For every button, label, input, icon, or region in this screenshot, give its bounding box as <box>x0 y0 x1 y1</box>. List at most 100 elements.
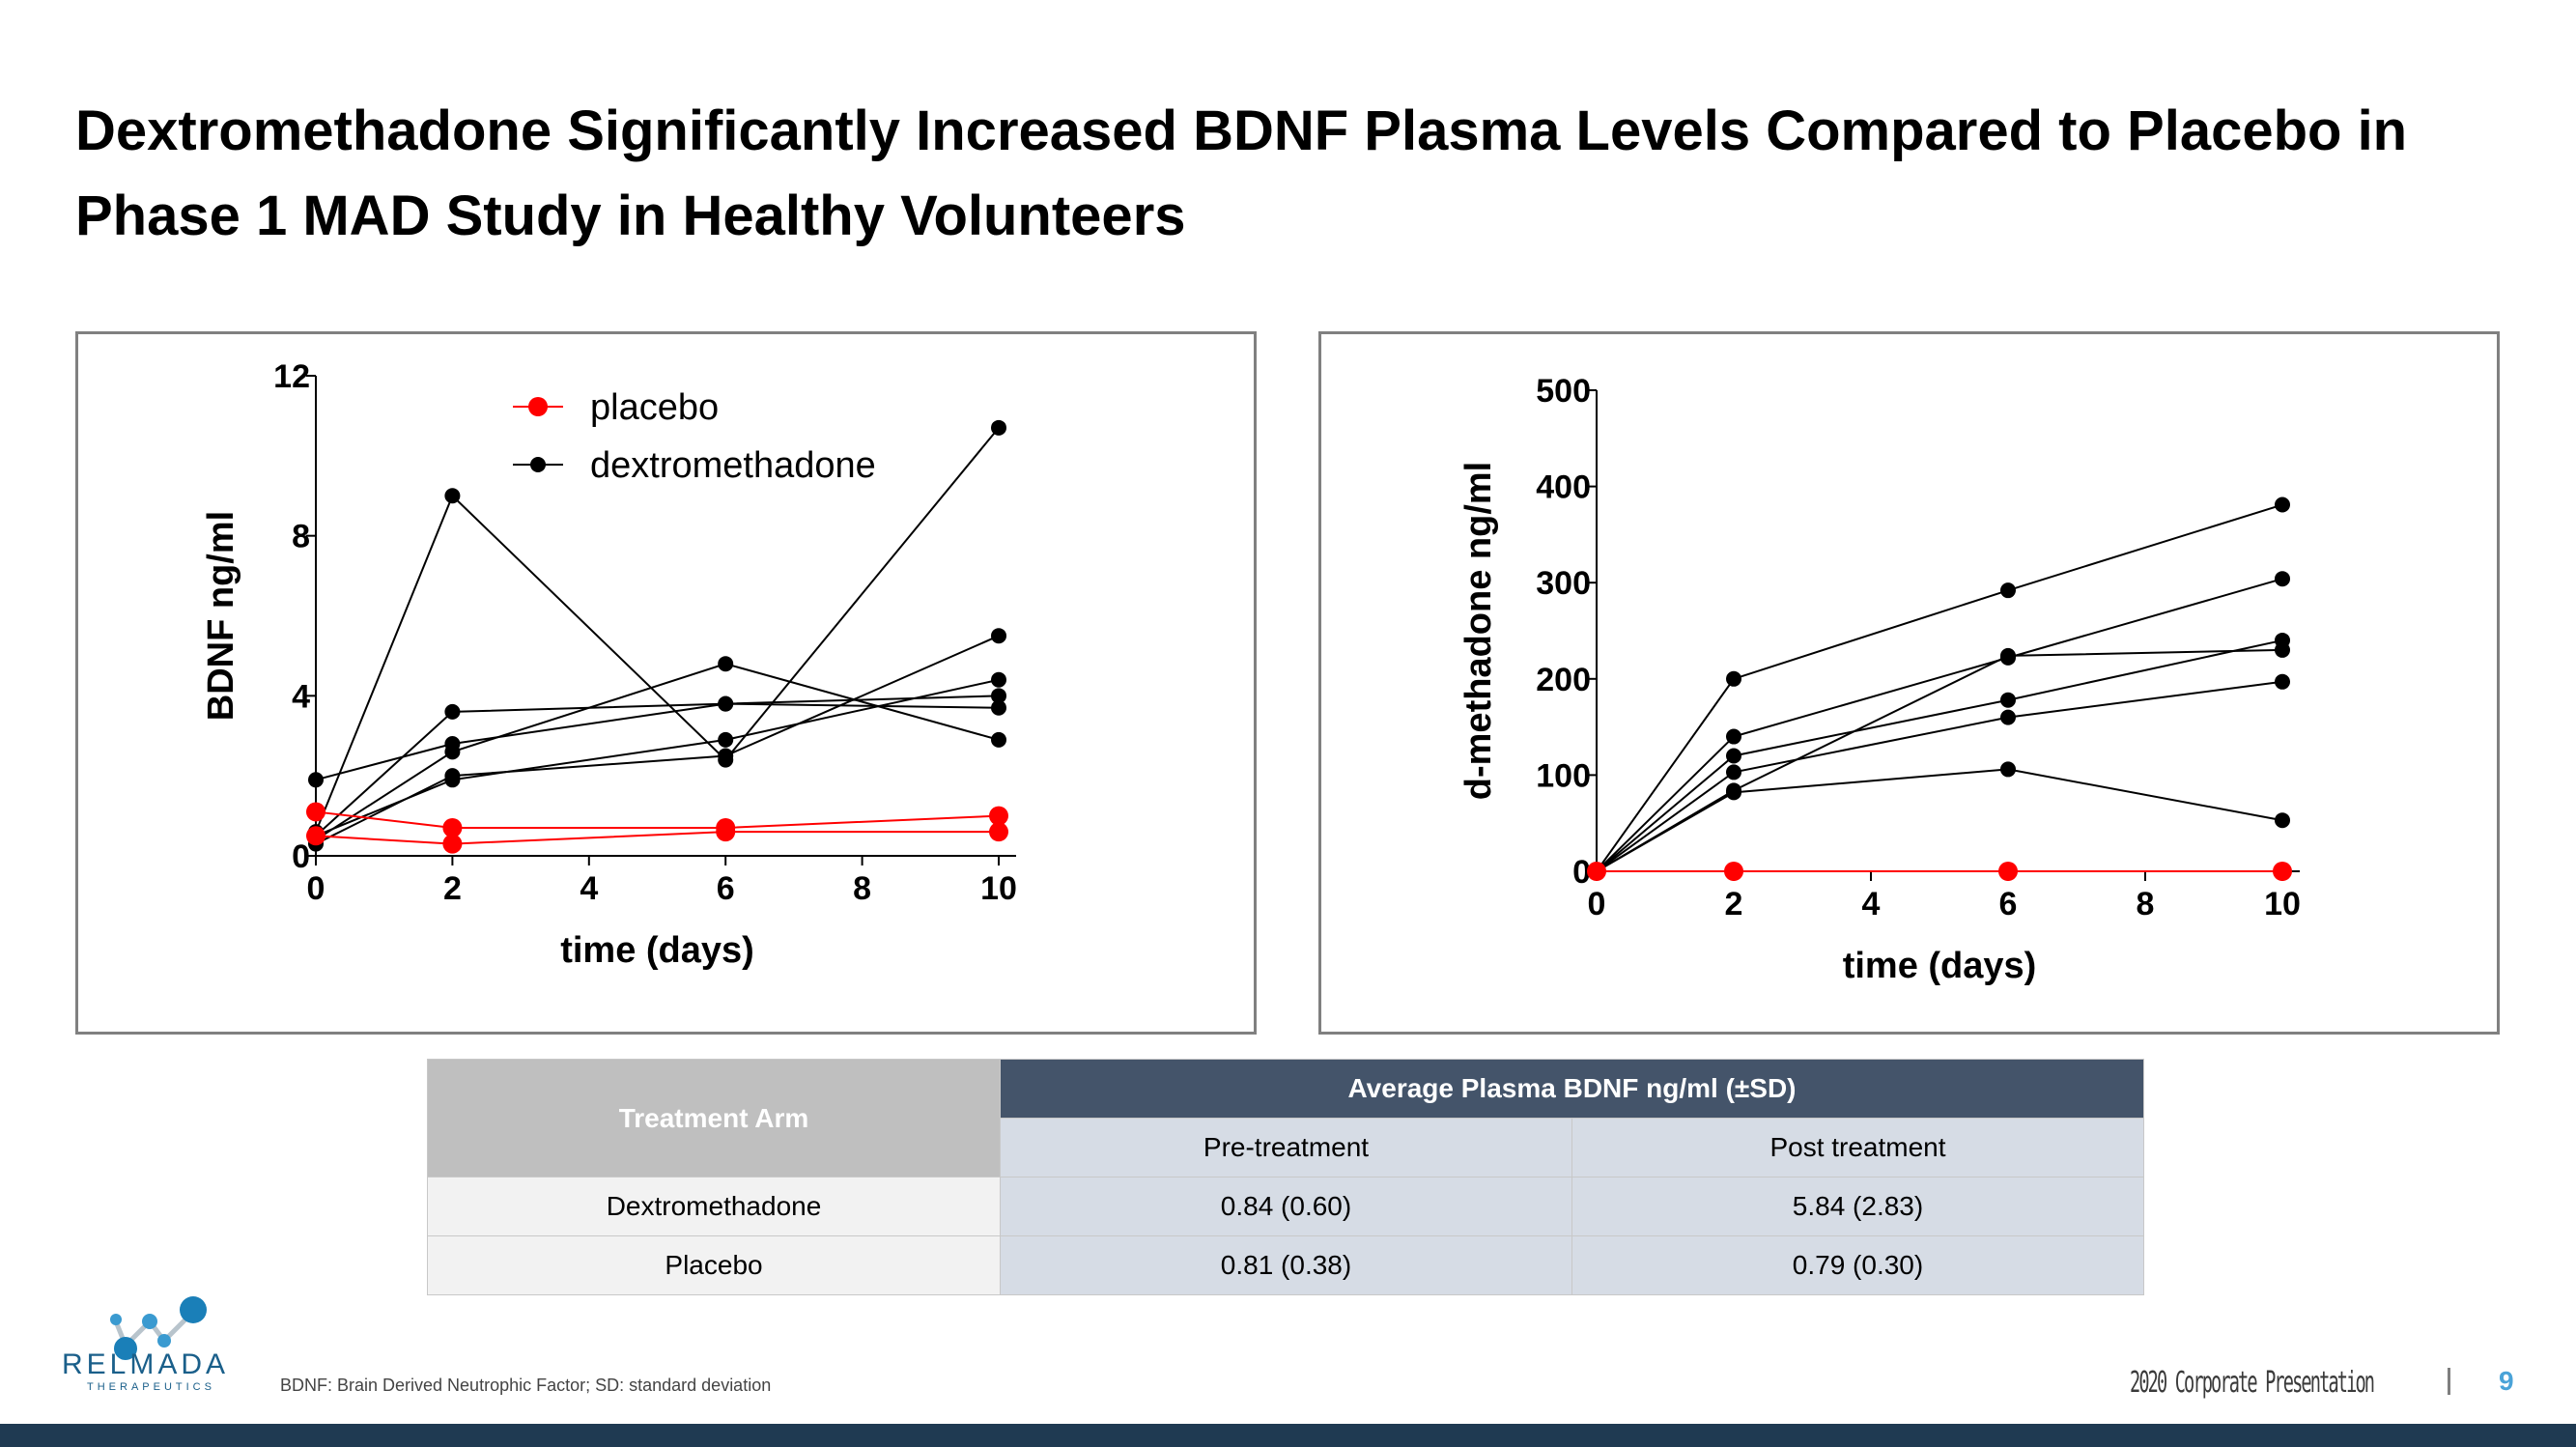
x-tick-label: 2 <box>443 870 462 907</box>
dextromethadone-data-point <box>2275 673 2290 690</box>
dextromethadone-data-point <box>2000 709 2016 725</box>
dextromethadone-data-point <box>1726 728 1741 745</box>
dextromethadone-series-line <box>315 663 1000 841</box>
row-pre-cell: 0.84 (0.60) <box>1000 1177 1572 1236</box>
dextromethadone-data-point <box>718 748 734 764</box>
legend-label-dextromethadone: dextromethadone <box>590 445 876 486</box>
dextromethadone-data-point <box>2000 582 2016 599</box>
footnote: BDNF: Brain Derived Neutrophic Factor; S… <box>280 1376 772 1395</box>
dextromethadone-data-point <box>1726 784 1741 801</box>
placebo-data-point <box>1998 862 2018 881</box>
dextromethadone-series-line <box>1596 578 2283 872</box>
dextromethadone-data-point <box>2275 812 2290 829</box>
dextromethadone-data-point <box>991 628 1006 644</box>
placebo-data-point <box>306 802 326 822</box>
x-tick-label: 4 <box>1862 886 1881 922</box>
dextromethadone-series-line <box>315 702 1000 837</box>
row-pre-cell: 0.81 (0.38) <box>1000 1235 1572 1295</box>
post-treatment-header: Post treatment <box>1571 1118 2144 1177</box>
table-row: Dextromethadone 0.84 (0.60) 5.84 (2.83) <box>427 1177 2144 1236</box>
dextromethadone-data-point <box>444 703 461 720</box>
placebo-data-point <box>2273 862 2292 881</box>
dextromethadone-data-point <box>444 772 461 788</box>
y-axis-label: d-methadone ng/ml <box>1458 462 1499 800</box>
dextromethadone-data-point <box>991 699 1006 716</box>
dextromethadone-data-point <box>991 731 1006 748</box>
dextromethadone-data-point <box>2000 647 2016 664</box>
row-post-cell: 0.79 (0.30) <box>1571 1235 2144 1295</box>
row-arm-cell: Placebo <box>427 1235 1001 1295</box>
average-bdnf-header: Average Plasma BDNF ng/ml (±SD) <box>1000 1059 2144 1119</box>
x-tick-label: 0 <box>1588 886 1606 922</box>
footer-bar <box>0 1424 2576 1447</box>
slide-title: Dextromethadone Significantly Increased … <box>75 99 2408 247</box>
dextromethadone-series-line <box>315 695 1000 781</box>
legend-label-placebo: placebo <box>590 387 719 428</box>
dextromethadone-series-line <box>1596 638 2283 872</box>
page-number: 9 <box>2499 1366 2514 1396</box>
y-tick-label: 12 <box>273 358 310 395</box>
dextromethadone-data-point <box>2000 761 2016 778</box>
placebo-series-line <box>315 831 999 845</box>
y-tick-label: 4 <box>292 678 310 715</box>
row-post-cell: 5.84 (2.83) <box>1571 1177 2144 1236</box>
placebo-series-line <box>315 810 1000 830</box>
y-tick-label: 400 <box>1536 469 1591 506</box>
logo-name: RELMADA <box>62 1348 230 1380</box>
x-tick-label: 8 <box>853 870 871 907</box>
treatment-arm-header: Treatment Arm <box>427 1059 1001 1177</box>
x-tick-label: 8 <box>2137 886 2155 922</box>
y-tick-label: 500 <box>1536 373 1591 410</box>
pre-treatment-header: Pre-treatment <box>1000 1118 1572 1177</box>
dextromethadone-data-point <box>991 671 1006 688</box>
dextromethadone-data-point <box>718 695 734 712</box>
dextromethadone-series-line <box>1596 768 2283 872</box>
placebo-data-point <box>442 834 463 854</box>
y-tick-label: 300 <box>1536 565 1591 602</box>
y-tick-label: 100 <box>1536 757 1591 794</box>
y-tick-label: 200 <box>1536 662 1591 698</box>
dextromethadone-data-point <box>444 736 461 752</box>
dextromethadone-series-line <box>1596 503 2283 872</box>
placebo-data-point <box>306 826 326 846</box>
bdnf-summary-table: Treatment Arm Average Plasma BDNF ng/ml … <box>427 1059 2144 1295</box>
x-tick-label: 6 <box>1999 886 2018 922</box>
dextromethadone-data-point <box>1726 764 1741 780</box>
placebo-data-point <box>442 818 463 838</box>
x-tick-label: 10 <box>2264 886 2301 922</box>
y-tick-label: 8 <box>292 519 310 555</box>
legend-marker <box>528 397 548 416</box>
logo-subtitle: THERAPEUTICS <box>87 1381 215 1393</box>
x-axis-label: time (days) <box>1843 946 2037 986</box>
dextromethadone-data-point <box>2000 692 2016 708</box>
x-tick-label: 4 <box>580 870 598 907</box>
dextromethadone-series-line <box>1596 648 2283 872</box>
dextromethadone-data-point <box>1726 748 1741 764</box>
dextromethadone-data-point <box>444 488 461 504</box>
dextromethadone-data-point <box>718 656 734 672</box>
row-arm-cell: Dextromethadone <box>427 1177 1001 1236</box>
dextromethadone-data-point <box>308 772 324 788</box>
dextromethadone-data-point <box>718 731 734 748</box>
bdnf-chart-panel: 0 2 4 6 8 10 0 4 8 12 time (days) BDNF ng/ml placebo… <box>75 331 1257 1035</box>
placebo-data-point <box>1587 862 1606 881</box>
placebo-data-point <box>989 822 1008 842</box>
dextromethadone-data-point <box>2275 571 2290 587</box>
footer-separator <box>2448 1368 2450 1395</box>
bdnf-chart: 0 2 4 6 8 10 0 4 8 12 time (days) BDNF ng/ml placebo… <box>201 358 1017 971</box>
relmada-logo-icon <box>110 1296 207 1360</box>
dextromethadone-series-line <box>1596 680 2283 872</box>
dextromethadone-series-line <box>315 635 1000 845</box>
d-methadone-chart-panel: 0 2 4 6 8 10 0 100 200 300 400 500 time (days) d-meth… <box>1318 331 2500 1035</box>
y-tick-label: 0 <box>1572 854 1591 891</box>
placebo-data-point <box>716 822 736 842</box>
x-axis-label: time (days) <box>560 930 754 971</box>
y-axis-label: BDNF ng/ml <box>201 511 241 721</box>
placebo-data-point <box>989 806 1008 826</box>
table-row: Placebo 0.81 (0.38) 0.79 (0.30) <box>427 1235 2144 1295</box>
y-tick-label: 0 <box>292 838 310 875</box>
x-tick-label: 10 <box>980 870 1017 907</box>
dextromethadone-data-point <box>2275 497 2290 513</box>
dextromethadone-data-point <box>991 419 1006 436</box>
